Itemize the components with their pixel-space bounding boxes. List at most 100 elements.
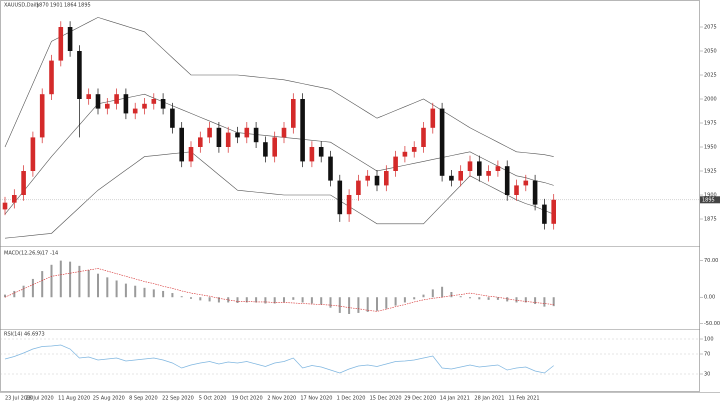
x-tick-label: 17 Nov 2020 [300, 396, 332, 402]
macd-value: -17 [40, 251, 48, 257]
candle-body [77, 51, 82, 99]
candle-body [105, 103, 110, 109]
candle-body [421, 127, 426, 147]
candle-body [114, 94, 119, 104]
y-tick-label: 1975 [704, 121, 717, 127]
macd-bar [4, 294, 6, 298]
macd-bar [106, 277, 109, 298]
macd-bar [180, 296, 183, 298]
x-tick-label: 19 Oct 2020 [232, 396, 263, 402]
candle-body [225, 132, 231, 147]
macd-bar [292, 297, 295, 300]
y-tick-label: 1950 [704, 145, 717, 151]
candle-body [142, 103, 147, 109]
candle-body [439, 108, 445, 176]
macd-bar [515, 297, 518, 303]
macd-bar [143, 287, 146, 298]
macd-bar [478, 297, 481, 300]
macd-bar [13, 290, 16, 298]
x-tick-label: 11 Aug 2020 [58, 396, 90, 402]
macd-bar [301, 297, 304, 303]
candle-body [300, 99, 305, 162]
x-tick-label: 11 Feb 2021 [508, 396, 539, 402]
macd-bar [115, 280, 118, 298]
candle-body [477, 161, 482, 176]
bollinger-lower [4, 151, 554, 239]
x-tick-label: 22 Sep 2020 [162, 396, 194, 402]
candle-body [402, 151, 408, 157]
candle-body [235, 132, 240, 138]
header-close: 1895 [78, 3, 91, 9]
candle-body [21, 171, 26, 195]
candle-body [449, 175, 454, 181]
x-tick-label: 28 Jan 2021 [474, 396, 504, 402]
y-tick-label: 2000 [704, 97, 717, 103]
candle-body [337, 180, 343, 215]
candle-body [281, 127, 287, 138]
candle-body [374, 175, 380, 186]
candle-body [523, 180, 529, 186]
macd-bar [552, 297, 555, 307]
y-tick-label: 70 [704, 352, 710, 358]
y-tick-label: 0.00 [704, 295, 715, 301]
candle-body [2, 202, 8, 210]
candle-body [551, 199, 556, 224]
y-tick-label: 2050 [704, 49, 717, 55]
macd-bar [227, 297, 230, 303]
current-price-box [700, 196, 720, 204]
macd-signal-value: -14 [50, 251, 58, 257]
candle-body [49, 60, 54, 95]
candle-body [532, 180, 538, 205]
macd-bar [394, 297, 397, 306]
header-open: 1870 [36, 3, 49, 9]
candle-body [188, 147, 194, 162]
y-tick-label: 2075 [704, 25, 717, 31]
y-tick-label: 30 [704, 372, 710, 378]
rsi-value: 46.6973 [24, 332, 45, 338]
macd-bar [348, 297, 351, 314]
candle-body [328, 156, 333, 181]
macd-bar [403, 297, 406, 303]
macd-bar [199, 297, 202, 301]
macd-bar [190, 297, 192, 299]
macd-bar [134, 285, 137, 298]
candle-body [151, 99, 157, 104]
y-tick-label: 1875 [704, 217, 717, 223]
macd-bar [245, 297, 248, 303]
macd-bar [310, 297, 313, 304]
macd-bar [329, 297, 332, 308]
macd-bar [78, 265, 81, 298]
macd-bar [496, 297, 499, 300]
macd-bar [264, 297, 267, 304]
macd-bar [450, 292, 453, 298]
macd-bar [87, 270, 90, 298]
candle-body [86, 94, 91, 99]
macd-bar [69, 261, 72, 298]
y-tick-label: 100 [704, 337, 714, 343]
candle-body [309, 147, 315, 162]
candle-body [207, 127, 212, 138]
macd-bar [376, 297, 378, 311]
macd-bar [217, 297, 220, 303]
candle-body [12, 195, 17, 203]
candle-body [495, 166, 501, 171]
candle-body [514, 185, 519, 195]
x-tick-label: 23 Jul 2020 [5, 396, 33, 402]
macd-bar [534, 297, 537, 305]
y-tick-label: 1900 [704, 193, 717, 199]
macd-bar [208, 297, 211, 302]
macd-bar [441, 286, 444, 298]
candle-body [160, 99, 166, 109]
macd-bar [152, 289, 155, 298]
macd-bar [171, 293, 174, 298]
chart-header: XAUUSD,Daily 1870 1901 1864 1895 MACD(12… [4, 3, 91, 338]
macd-bar [236, 297, 239, 303]
macd-bar [487, 297, 490, 300]
macd-bar [255, 297, 258, 303]
candle-body [170, 108, 175, 128]
x-tick-label: 8 Sep 2020 [129, 396, 158, 402]
candle-body [346, 195, 352, 215]
candle-body [263, 142, 268, 157]
header-low: 1864 [64, 3, 77, 9]
candle-body [58, 27, 64, 61]
